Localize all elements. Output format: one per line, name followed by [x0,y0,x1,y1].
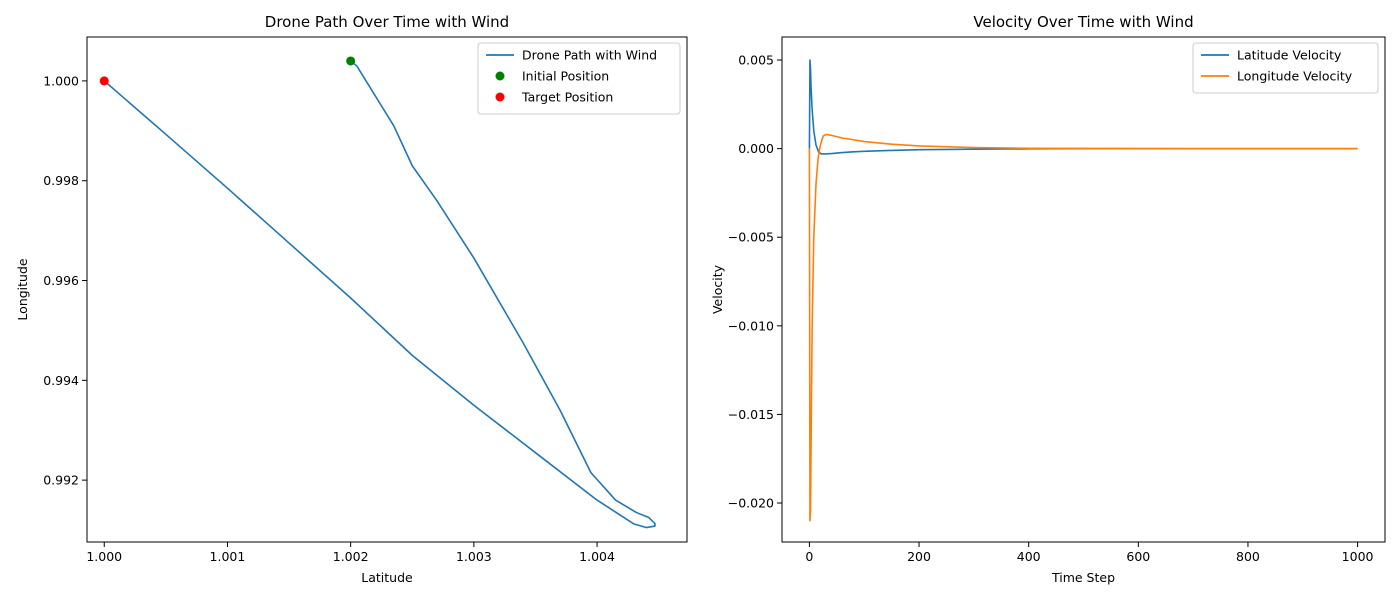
legend-box [477,42,681,115]
x-tick-label: 1000 [1342,549,1374,564]
plot-area [99,56,656,529]
x-tick-label: 800 [1236,549,1260,564]
plot-area [808,59,1358,522]
series-line-longitude-velocity [808,133,1358,522]
y-tick-label: 1.000 [43,73,79,88]
legend: Latitude Velocity Longitude Velocity [1192,42,1379,94]
y-tick-label: 0.998 [43,173,79,188]
axes-frame [781,36,1386,543]
y-tick-label: −0.020 [728,496,774,511]
y-tick-label: 0.994 [43,373,79,388]
x-tick-label: 1.002 [333,549,369,564]
x-tick-label: 1.000 [86,549,122,564]
y-tick-label: 0.992 [43,473,79,488]
scatter-point-target-position [99,76,109,86]
x-axis-label: Latitude [361,570,413,585]
chart-title: Drone Path Over Time with Wind [265,13,509,31]
legend-label-drone-path-with-wind: Drone Path with Wind [522,48,657,63]
y-tick-label: −0.010 [728,318,774,333]
y-axis-label: Velocity [710,264,725,314]
chart-panel-1: Drone Path Over Time with Wind 1.000 1.001… [15,13,688,585]
legend-box [1192,42,1379,94]
x-tick-label: 0 [805,549,813,564]
legend-swatch-target-position [495,92,505,102]
y-axis-label: Longitude [15,258,30,320]
x-tick-label: 200 [907,549,931,564]
x-tick-label: 400 [1017,549,1041,564]
x-axis-label: Time Step [1051,570,1115,585]
chart-title: Velocity Over Time with Wind [973,13,1193,31]
x-tick-label: 1.001 [210,549,246,564]
series-line-latitude-velocity [808,59,1358,155]
legend-label-latitude-velocity: Latitude Velocity [1237,48,1342,63]
axes-frame [86,36,688,543]
scatter-point-initial-position [346,56,356,66]
x-tick-label: 1.003 [456,549,492,564]
legend-label-target-position: Target Position [521,90,613,105]
chart-panel-2: Velocity Over Time with Wind 0 200 400 600 80… [710,13,1386,585]
legend-label-longitude-velocity: Longitude Velocity [1237,69,1353,84]
x-tick-label: 600 [1126,549,1150,564]
y-tick-label: 0.005 [738,53,774,68]
y-tick-label: −0.015 [728,407,774,422]
y-tick-label: 0.996 [43,273,79,288]
x-tick-label: 1.004 [579,549,615,564]
y-tick-label: 0.000 [738,141,774,156]
series-line-drone-path-with-wind [103,60,656,529]
y-tick-label: −0.005 [728,230,774,245]
legend: Drone Path with Wind Initial Position Targ… [477,42,681,115]
legend-swatch-initial-position [495,71,505,81]
legend-label-initial-position: Initial Position [522,69,609,84]
